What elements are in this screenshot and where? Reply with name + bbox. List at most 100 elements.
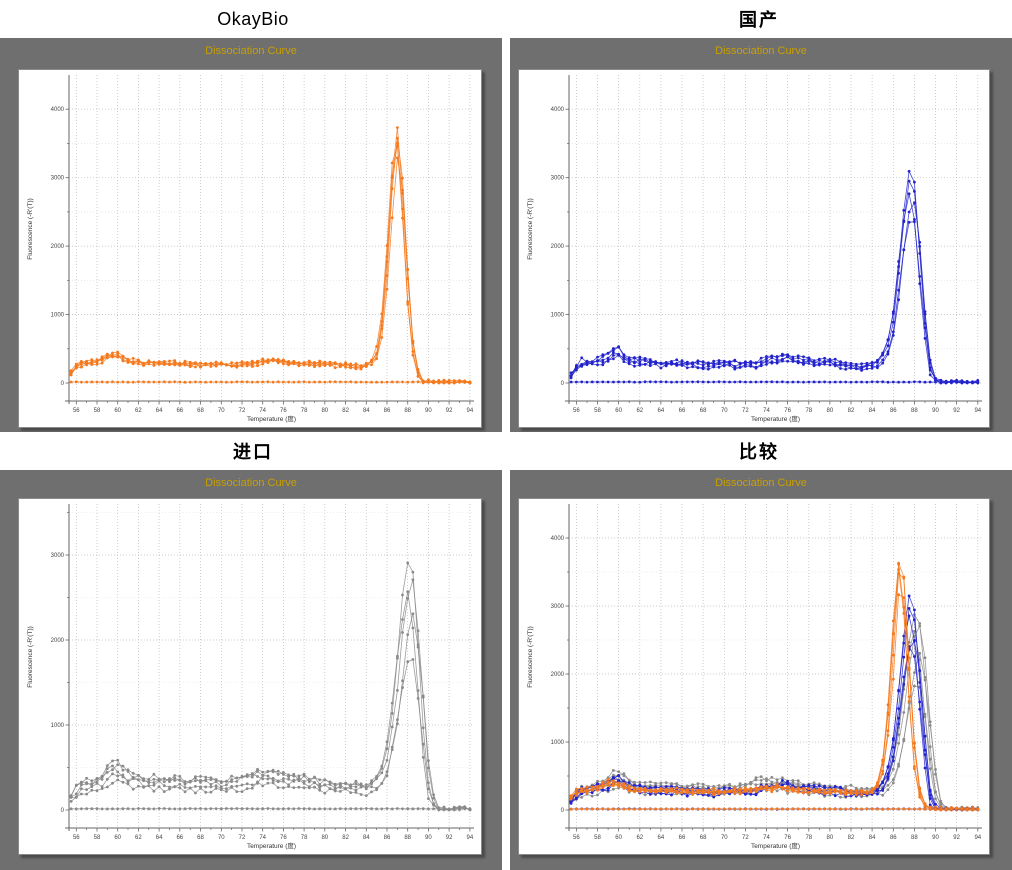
plot-area-jinkou: 56 58 60 62 64 66 68 70 72 74 76 78 80 82 84 86 88 90 92 94… bbox=[18, 498, 482, 855]
svg-text:3000: 3000 bbox=[51, 176, 65, 182]
panel-title-guochan: 国产 bbox=[506, 0, 1012, 38]
svg-text:68: 68 bbox=[700, 408, 707, 414]
svg-text:90: 90 bbox=[425, 408, 432, 414]
svg-text:56: 56 bbox=[73, 408, 80, 414]
svg-text:76: 76 bbox=[280, 408, 287, 414]
svg-text:80: 80 bbox=[321, 408, 328, 414]
svg-text:3000: 3000 bbox=[551, 176, 565, 182]
svg-text:70: 70 bbox=[218, 835, 225, 841]
svg-text:Fluorescence (-R'(T)): Fluorescence (-R'(T)) bbox=[527, 626, 534, 688]
svg-text:3000: 3000 bbox=[51, 553, 65, 559]
svg-text:82: 82 bbox=[848, 408, 855, 414]
svg-text:82: 82 bbox=[848, 835, 855, 841]
svg-text:80: 80 bbox=[827, 835, 834, 841]
chart-window-guochan: Dissociation Curve 56 58 60 62 64 66 68 70 72 74 7… bbox=[510, 38, 1012, 432]
svg-text:70: 70 bbox=[721, 835, 728, 841]
svg-text:84: 84 bbox=[869, 408, 876, 414]
plot-area-guochan: 56 58 60 62 64 66 68 70 72 74 76 78 80 82 84 86 88 90 92 94… bbox=[518, 69, 990, 428]
svg-text:84: 84 bbox=[363, 408, 370, 414]
plot-area-bijiao: 56 58 60 62 64 66 68 70 72 74 76 78 80 82 84 86 88 90 92 94… bbox=[518, 498, 990, 855]
svg-text:70: 70 bbox=[721, 408, 728, 414]
svg-text:60: 60 bbox=[615, 835, 622, 841]
svg-text:3000: 3000 bbox=[551, 604, 565, 610]
svg-text:72: 72 bbox=[239, 835, 246, 841]
dissociation-chart-jinkou: 56 58 60 62 64 66 68 70 72 74 76 78 80 82 84 86 88 90 92 94… bbox=[27, 504, 474, 850]
svg-text:78: 78 bbox=[301, 408, 308, 414]
svg-text:4000: 4000 bbox=[551, 107, 565, 113]
svg-text:56: 56 bbox=[73, 835, 80, 841]
svg-text:62: 62 bbox=[636, 835, 643, 841]
dissociation-chart-okaybio: 56 58 60 62 64 66 68 70 72 74 76 78 80 82 84 86 88 90 92 94… bbox=[27, 75, 474, 423]
svg-text:Fluorescence (-R'(T)): Fluorescence (-R'(T)) bbox=[527, 198, 534, 260]
svg-text:68: 68 bbox=[197, 408, 204, 414]
svg-text:76: 76 bbox=[784, 408, 791, 414]
svg-text:84: 84 bbox=[363, 835, 370, 841]
svg-text:58: 58 bbox=[94, 408, 101, 414]
panel-title-jinkou: 进口 bbox=[0, 432, 506, 470]
panel-title-okaybio: OkayBio bbox=[0, 0, 506, 38]
svg-text:1000: 1000 bbox=[51, 313, 65, 319]
panel-okaybio: OkayBio Dissociation Curve 56 58 60 62 64 66 6… bbox=[0, 0, 506, 432]
chart-window-okaybio: Dissociation Curve 56 58 60 62 64 66 68 70 72 74 7… bbox=[0, 38, 502, 432]
svg-text:58: 58 bbox=[594, 835, 601, 841]
svg-text:92: 92 bbox=[446, 408, 453, 414]
svg-text:1000: 1000 bbox=[551, 740, 565, 746]
svg-text:88: 88 bbox=[404, 408, 411, 414]
svg-text:Fluorescence (-R'(T)): Fluorescence (-R'(T)) bbox=[27, 626, 34, 688]
svg-text:62: 62 bbox=[135, 835, 142, 841]
chart-window-bijiao: Dissociation Curve 56 58 60 62 64 66 68 70 72 74 7… bbox=[510, 470, 1012, 870]
svg-text:Temperature (度): Temperature (度) bbox=[751, 841, 800, 850]
panel-guochan: 国产 Dissociation Curve 56 58 60 62 64 66 68 70 72… bbox=[506, 0, 1012, 432]
svg-text:88: 88 bbox=[404, 835, 411, 841]
svg-text:64: 64 bbox=[658, 408, 665, 414]
svg-text:90: 90 bbox=[932, 835, 939, 841]
svg-text:94: 94 bbox=[467, 835, 474, 841]
dissociation-curve-title: Dissociation Curve bbox=[205, 45, 297, 57]
svg-text:92: 92 bbox=[953, 408, 960, 414]
svg-text:1000: 1000 bbox=[51, 723, 65, 729]
svg-text:56: 56 bbox=[573, 835, 580, 841]
svg-text:88: 88 bbox=[911, 408, 918, 414]
svg-text:86: 86 bbox=[890, 408, 897, 414]
panel-jinkou: 进口 Dissociation Curve 56 58 60 62 64 66 68 70 72… bbox=[0, 432, 506, 870]
svg-text:66: 66 bbox=[176, 408, 183, 414]
dissociation-curve-title: Dissociation Curve bbox=[715, 45, 807, 57]
svg-text:1000: 1000 bbox=[551, 313, 565, 319]
svg-text:78: 78 bbox=[301, 835, 308, 841]
plot-area-okaybio: 56 58 60 62 64 66 68 70 72 74 76 78 80 82 84 86 88 90 92 94… bbox=[18, 69, 482, 428]
dissociation-chart-guochan: 56 58 60 62 64 66 68 70 72 74 76 78 80 82 84 86 88 90 92 94… bbox=[527, 75, 982, 423]
panel-bijiao: 比较 Dissociation Curve 56 58 60 62 64 66 68 70 72… bbox=[506, 432, 1012, 870]
svg-text:Temperature (度): Temperature (度) bbox=[751, 414, 800, 423]
svg-text:64: 64 bbox=[156, 408, 163, 414]
svg-text:66: 66 bbox=[176, 835, 183, 841]
svg-text:80: 80 bbox=[827, 408, 834, 414]
panel-title-bijiao: 比较 bbox=[506, 432, 1012, 470]
svg-text:94: 94 bbox=[974, 835, 981, 841]
svg-text:66: 66 bbox=[679, 835, 686, 841]
svg-text:72: 72 bbox=[239, 408, 246, 414]
svg-text:76: 76 bbox=[784, 835, 791, 841]
svg-text:2000: 2000 bbox=[51, 244, 65, 250]
svg-text:4000: 4000 bbox=[51, 107, 65, 113]
svg-text:78: 78 bbox=[805, 835, 812, 841]
svg-text:74: 74 bbox=[763, 408, 770, 414]
dissociation-curve-title: Dissociation Curve bbox=[715, 477, 807, 489]
svg-text:2000: 2000 bbox=[51, 638, 65, 644]
svg-text:76: 76 bbox=[280, 835, 287, 841]
svg-text:Temperature (度): Temperature (度) bbox=[247, 414, 296, 423]
svg-text:94: 94 bbox=[974, 408, 981, 414]
svg-text:62: 62 bbox=[636, 408, 643, 414]
svg-text:2000: 2000 bbox=[551, 244, 565, 250]
svg-text:70: 70 bbox=[218, 408, 225, 414]
svg-text:0: 0 bbox=[61, 808, 65, 814]
dissociation-chart-bijiao: 56 58 60 62 64 66 68 70 72 74 76 78 80 82 84 86 88 90 92 94… bbox=[527, 504, 982, 850]
svg-text:64: 64 bbox=[156, 835, 163, 841]
svg-text:90: 90 bbox=[425, 835, 432, 841]
svg-text:80: 80 bbox=[321, 835, 328, 841]
svg-text:82: 82 bbox=[342, 835, 349, 841]
svg-text:86: 86 bbox=[384, 835, 391, 841]
svg-text:94: 94 bbox=[467, 408, 474, 414]
svg-text:74: 74 bbox=[259, 835, 266, 841]
svg-text:64: 64 bbox=[658, 835, 665, 841]
